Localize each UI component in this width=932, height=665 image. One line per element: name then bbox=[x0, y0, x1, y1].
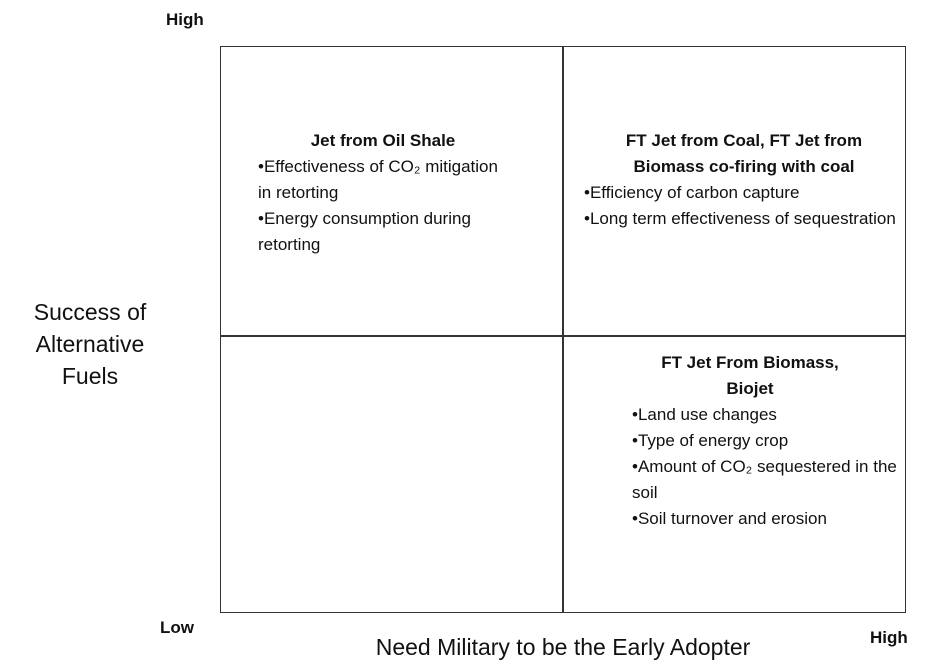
quadrant-item: •Type of energy crop bbox=[632, 431, 789, 450]
quadrant-title: FT Jet From Biomass, bbox=[661, 353, 839, 372]
quadrant-item: •Long term effectiveness of sequestratio… bbox=[584, 209, 896, 228]
y-axis-label: Success of Alternative Fuels bbox=[10, 296, 170, 392]
quadrant-item: •Land use changes bbox=[632, 405, 777, 424]
quadrant-title: Biojet bbox=[726, 379, 774, 398]
quadrant-text: FT Jet from Coal, FT Jet from Biomass co-… bbox=[584, 128, 904, 232]
y-label-line: Success of bbox=[33, 299, 147, 325]
x-axis-label: Need Military to be the Early Adopter bbox=[375, 634, 751, 660]
quadrant-item: •Soil turnover and erosion bbox=[632, 509, 827, 528]
quadrant-title: Biomass co-firing with coal bbox=[633, 157, 855, 176]
quadrant-item: •Amount of CO₂ sequestered in the soil bbox=[632, 457, 897, 502]
quadrant-title: FT Jet from Coal, FT Jet from bbox=[625, 131, 863, 150]
y-high-label: High bbox=[166, 10, 204, 29]
quadrant-text: FT Jet From Biomass, Biojet •Land use chan… bbox=[600, 350, 900, 532]
vertical-divider bbox=[562, 46, 564, 613]
quadrant-item: •Energy consumption during retorting bbox=[258, 209, 471, 254]
y-label-line: Alternative bbox=[35, 331, 145, 357]
y-label-line: Fuels bbox=[61, 363, 119, 389]
y-low-label: Low bbox=[160, 618, 194, 637]
quadrant-title: Jet from Oil Shale bbox=[310, 131, 456, 150]
quadrant-item: •Efficiency of carbon capture bbox=[584, 183, 800, 202]
quadrant-item: •Effectiveness of CO₂ mitigation in reto… bbox=[258, 157, 498, 202]
horizontal-divider bbox=[220, 335, 906, 337]
quadrant-text: Jet from Oil Shale •Effectiveness of CO₂ … bbox=[258, 128, 508, 258]
x-high-label: High bbox=[870, 628, 908, 647]
